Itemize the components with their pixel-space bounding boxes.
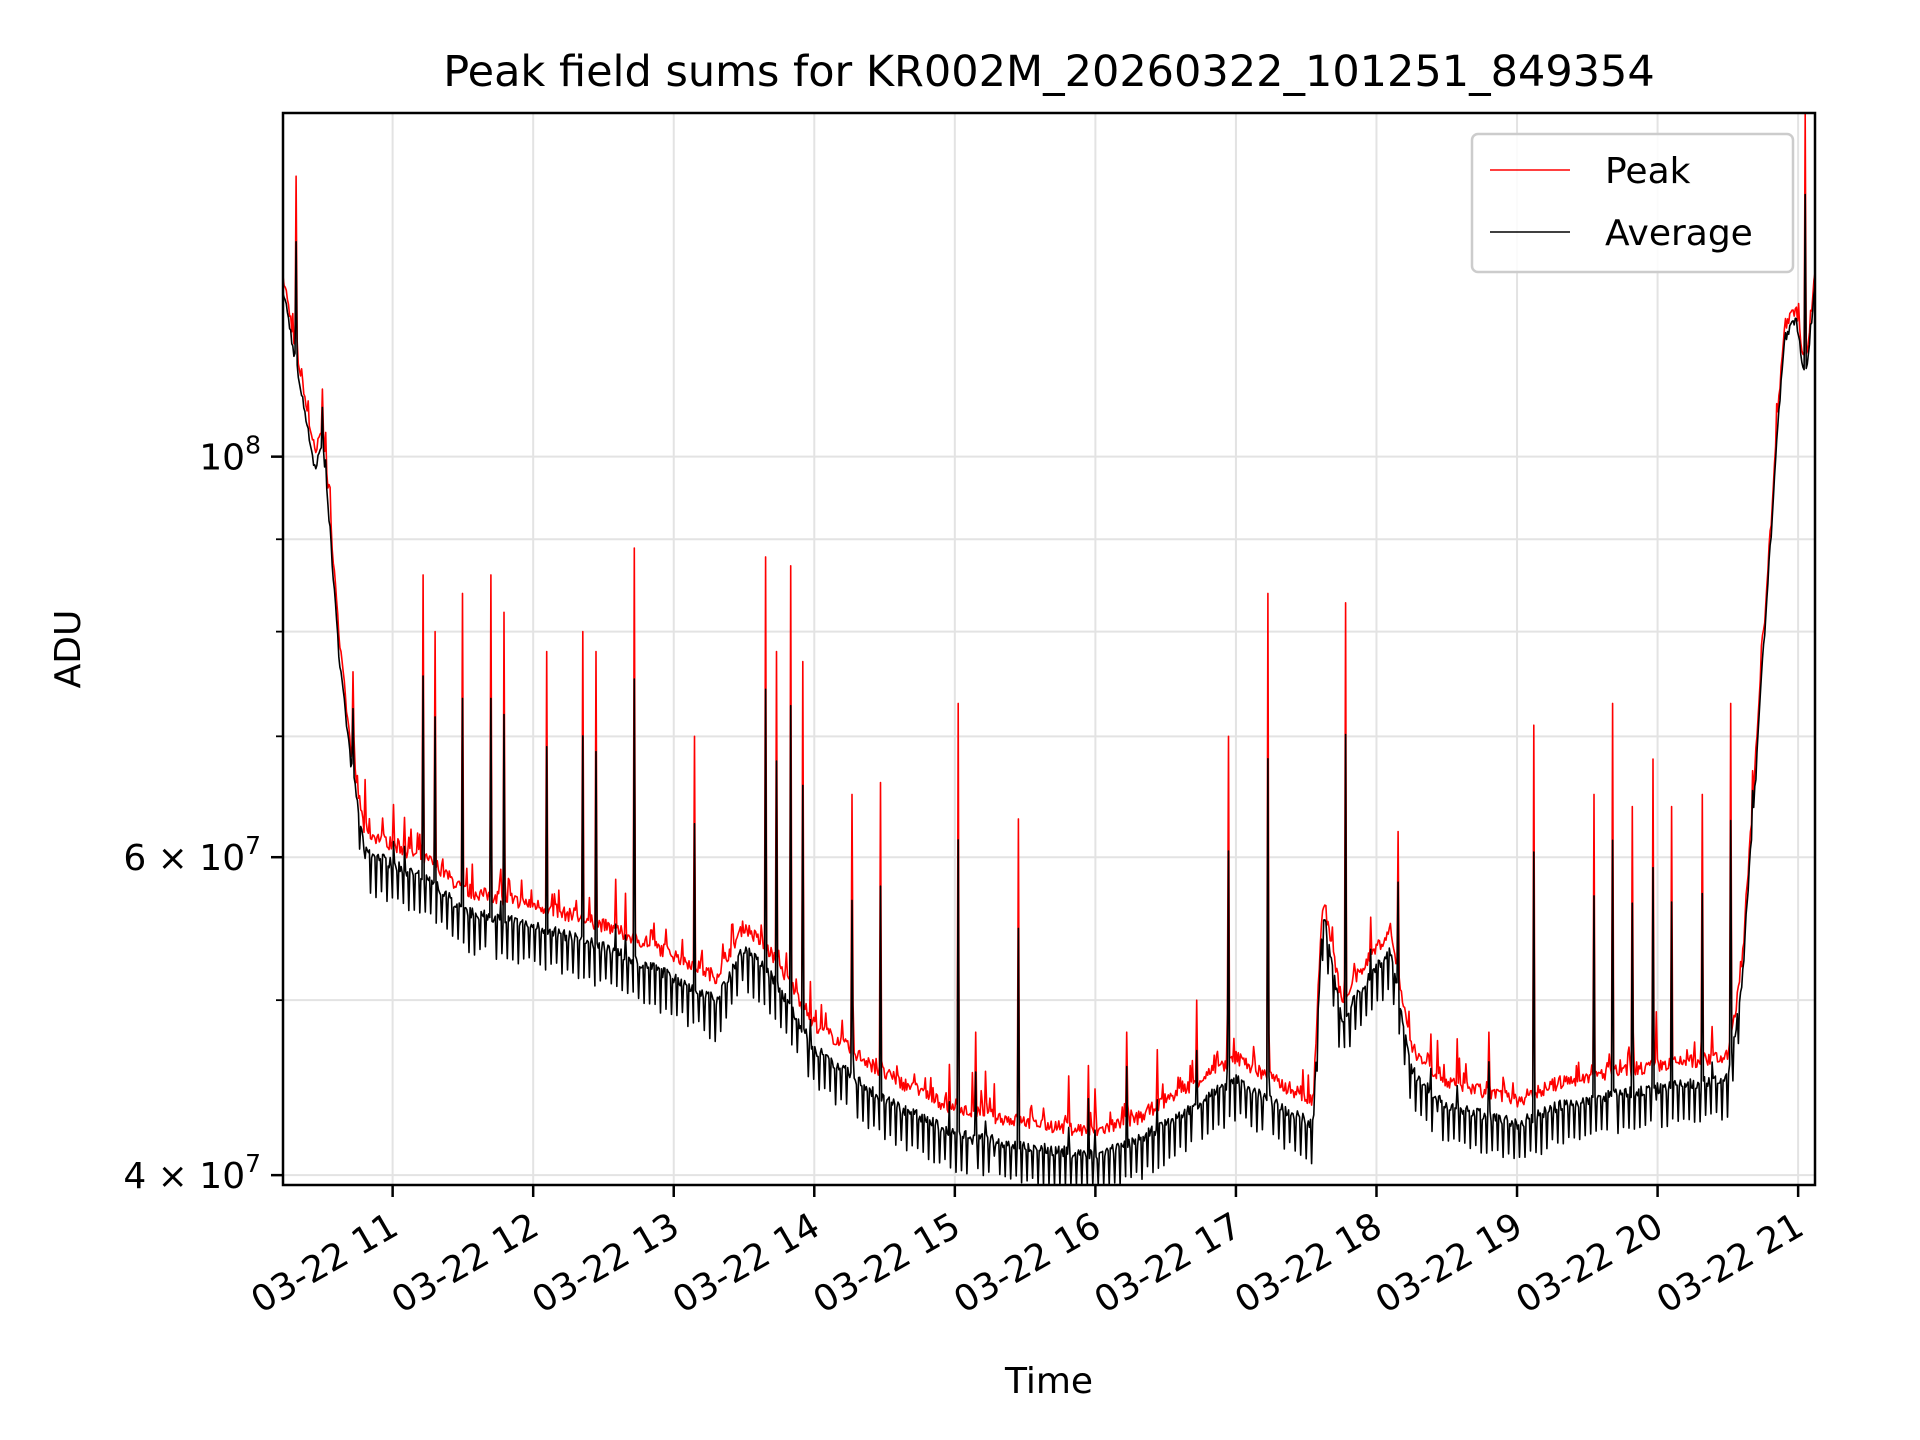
- y-tick-label-exponent: 7: [245, 831, 261, 860]
- peak-series-line: [282, 112, 1816, 1137]
- y-tick-label-base: 10: [199, 438, 245, 479]
- chart-title: Peak field sums for KR002M_20260322_1012…: [443, 47, 1655, 97]
- y-axis-title: ADU: [48, 610, 89, 689]
- y-tick-label: 4 × 107: [123, 1149, 261, 1197]
- legend-average-label: Average: [1605, 213, 1753, 254]
- y-tick-label: 6 × 107: [123, 831, 261, 879]
- y-tick-label-exponent: 7: [245, 1149, 261, 1178]
- y-tick-label-base: 6 × 10: [123, 838, 245, 879]
- y-tick-label-base: 4 × 10: [123, 1156, 245, 1197]
- plot-frame: [281, 111, 1817, 1187]
- grid-lines: [283, 113, 1815, 1185]
- y-tick-label-exponent: 8: [245, 431, 261, 460]
- legend-box: [1470, 132, 1795, 274]
- legend-peak-label: Peak: [1605, 151, 1691, 192]
- legend: Peak Average: [1470, 132, 1795, 274]
- x-axis-title: Time: [1004, 1361, 1093, 1402]
- y-tick-label: 108: [199, 431, 261, 479]
